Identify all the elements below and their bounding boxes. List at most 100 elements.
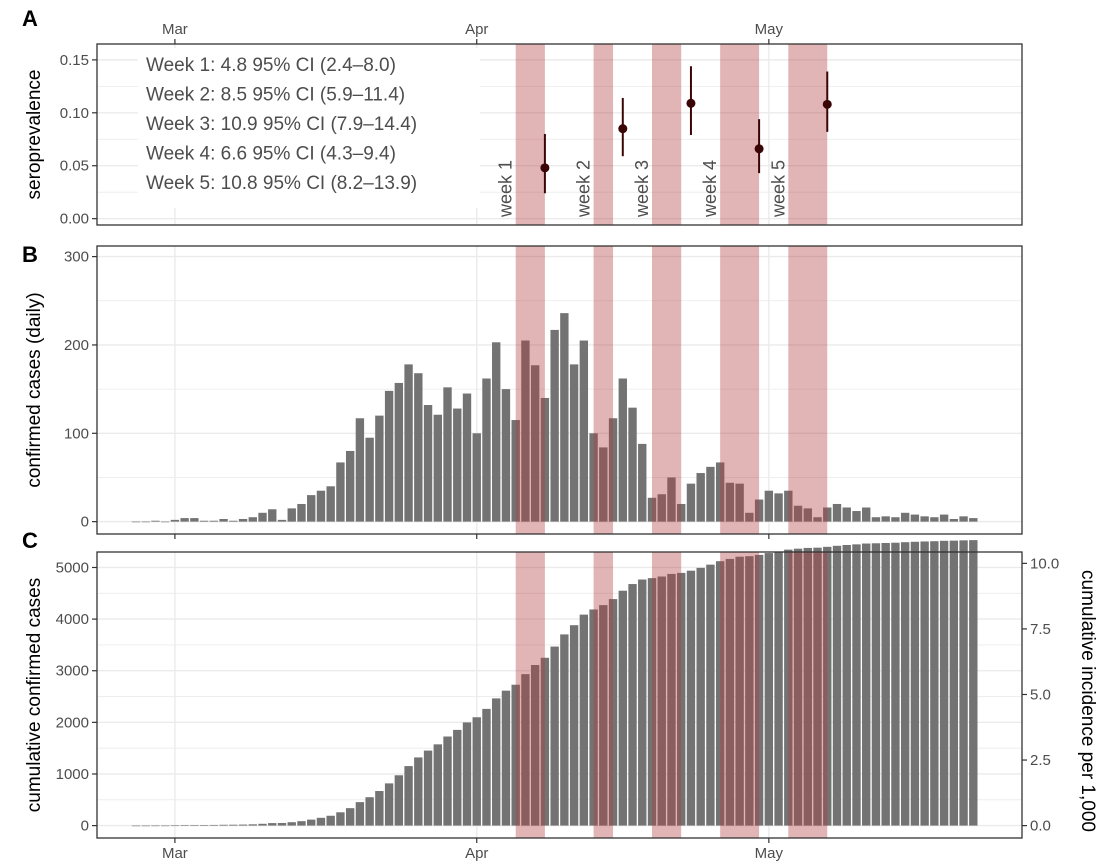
panel-c-y-axis: 0 1000 2000 3000 4000 5000 bbox=[56, 559, 97, 835]
daily-case-bar bbox=[754, 499, 764, 522]
cumulative-case-bar bbox=[151, 825, 160, 827]
cumulative-case-bar bbox=[754, 554, 764, 826]
daily-case-bar bbox=[764, 490, 774, 522]
daily-case-bar bbox=[297, 503, 306, 522]
cumulative-case-bar bbox=[764, 553, 774, 826]
daily-case-bar bbox=[959, 516, 968, 522]
cumulative-case-bar bbox=[219, 824, 228, 826]
panel-letter-b: B bbox=[22, 242, 38, 267]
panel-b-grid bbox=[97, 246, 1022, 534]
cumulative-case-bar bbox=[414, 757, 423, 826]
daily-case-bar bbox=[939, 514, 949, 522]
cumulative-case-bar bbox=[599, 605, 608, 826]
cumulative-case-bar bbox=[686, 570, 696, 826]
y-right-tick-label: 7.5 bbox=[1030, 621, 1051, 638]
cumulative-case-bar bbox=[550, 646, 559, 826]
daily-case-bar bbox=[394, 382, 404, 522]
x-tick-label: Mar bbox=[162, 21, 188, 38]
cumulative-case-bar bbox=[131, 825, 141, 827]
data-point bbox=[540, 163, 550, 173]
daily-case-bar bbox=[521, 340, 530, 522]
survey-week-band bbox=[788, 552, 828, 838]
daily-case-bar bbox=[832, 503, 842, 522]
cumulative-case-bar bbox=[813, 547, 822, 826]
daily-case-bar bbox=[628, 407, 637, 522]
daily-case-bar bbox=[375, 415, 384, 522]
daily-case-bar bbox=[871, 517, 881, 522]
cumulative-case-bar bbox=[170, 825, 180, 827]
daily-case-bar bbox=[384, 390, 394, 522]
daily-case-bar bbox=[706, 466, 715, 522]
daily-case-bar bbox=[453, 408, 462, 522]
daily-case-bar bbox=[686, 483, 696, 522]
cumulative-case-bar bbox=[774, 551, 783, 826]
daily-case-bar bbox=[151, 520, 160, 522]
panel-a-week-labels: week 1 week 2 week 3 week 4 week 5 bbox=[496, 160, 789, 218]
panel-b: B 0 100 200 300 confirmed cases (daily) bbox=[22, 242, 1023, 539]
cumulative-case-bar bbox=[307, 819, 316, 826]
week-label: week 1 bbox=[496, 160, 516, 218]
cumulative-case-bar bbox=[784, 549, 793, 826]
daily-case-bar bbox=[589, 433, 598, 522]
daily-case-bar bbox=[326, 486, 335, 522]
cumulative-case-bar bbox=[667, 573, 676, 826]
week-label: week 2 bbox=[574, 160, 594, 218]
daily-case-bar bbox=[307, 495, 316, 522]
x-tick-label: Apr bbox=[465, 21, 488, 38]
x-tick-label: May bbox=[755, 845, 784, 862]
cumulative-case-bar bbox=[832, 545, 842, 826]
daily-case-bar bbox=[511, 420, 520, 522]
panel-a: A week 1 week 2 week 3 week 4 week 5 Week 1:… bbox=[22, 6, 1023, 228]
cumulative-case-bar bbox=[949, 540, 959, 826]
panel-b-frame bbox=[96, 245, 1023, 535]
cumulative-case-bar bbox=[384, 783, 394, 826]
panel-letter-a: A bbox=[22, 6, 38, 31]
cumulative-case-bar bbox=[355, 802, 365, 826]
daily-case-bar bbox=[141, 521, 150, 523]
y-tick-label: 200 bbox=[64, 337, 89, 354]
cumulative-case-bar bbox=[180, 825, 189, 826]
cumulative-case-bar bbox=[881, 542, 890, 826]
cumulative-case-bar bbox=[677, 572, 686, 826]
panel-c-x-axis: Mar Apr May bbox=[162, 838, 784, 862]
cumulative-case-bar bbox=[540, 657, 550, 826]
daily-case-bar bbox=[540, 397, 550, 522]
daily-case-bar bbox=[472, 433, 481, 522]
survey-week-band bbox=[652, 44, 682, 225]
cumulative-case-bar bbox=[462, 722, 472, 826]
daily-case-bar bbox=[638, 443, 647, 522]
x-tick-label: Apr bbox=[465, 845, 488, 862]
daily-case-bar bbox=[803, 508, 812, 522]
daily-case-bar bbox=[336, 462, 345, 522]
daily-case-bar bbox=[180, 518, 189, 522]
x-tick-label: Mar bbox=[162, 845, 188, 862]
cumulative-case-bar bbox=[589, 609, 598, 826]
panel-letter-c: C bbox=[22, 528, 38, 553]
y-tick-label: 0.15 bbox=[60, 52, 89, 69]
daily-case-bar bbox=[131, 521, 141, 523]
daily-case-bar bbox=[823, 507, 832, 522]
cumulative-case-bar bbox=[842, 544, 851, 826]
panel-c-week-bands bbox=[515, 552, 828, 838]
cumulative-case-bar bbox=[287, 822, 296, 826]
cumulative-case-bar bbox=[628, 584, 637, 826]
cumulative-case-bar bbox=[706, 564, 715, 826]
daily-case-bar bbox=[842, 507, 851, 522]
survey-week-band bbox=[652, 552, 682, 838]
cumulative-case-bar bbox=[501, 690, 511, 826]
panel-a-y-axis-title: seroprevalence bbox=[24, 70, 45, 200]
daily-case-bar bbox=[618, 378, 627, 522]
daily-case-bar bbox=[238, 518, 248, 522]
daily-case-bar bbox=[569, 364, 579, 522]
y-right-tick-label: 2.5 bbox=[1030, 752, 1051, 769]
cumulative-case-bar bbox=[803, 547, 812, 826]
cumulative-case-bar bbox=[229, 824, 238, 826]
panel-b-y-axis-title: confirmed cases (daily) bbox=[24, 292, 45, 487]
panel-b-week-bands bbox=[515, 246, 828, 534]
daily-case-bar bbox=[677, 503, 686, 522]
daily-case-bar bbox=[715, 462, 725, 522]
cumulative-case-bar bbox=[959, 540, 968, 826]
cumulative-case-bar bbox=[238, 824, 248, 826]
y-tick-label: 0.00 bbox=[60, 211, 89, 228]
